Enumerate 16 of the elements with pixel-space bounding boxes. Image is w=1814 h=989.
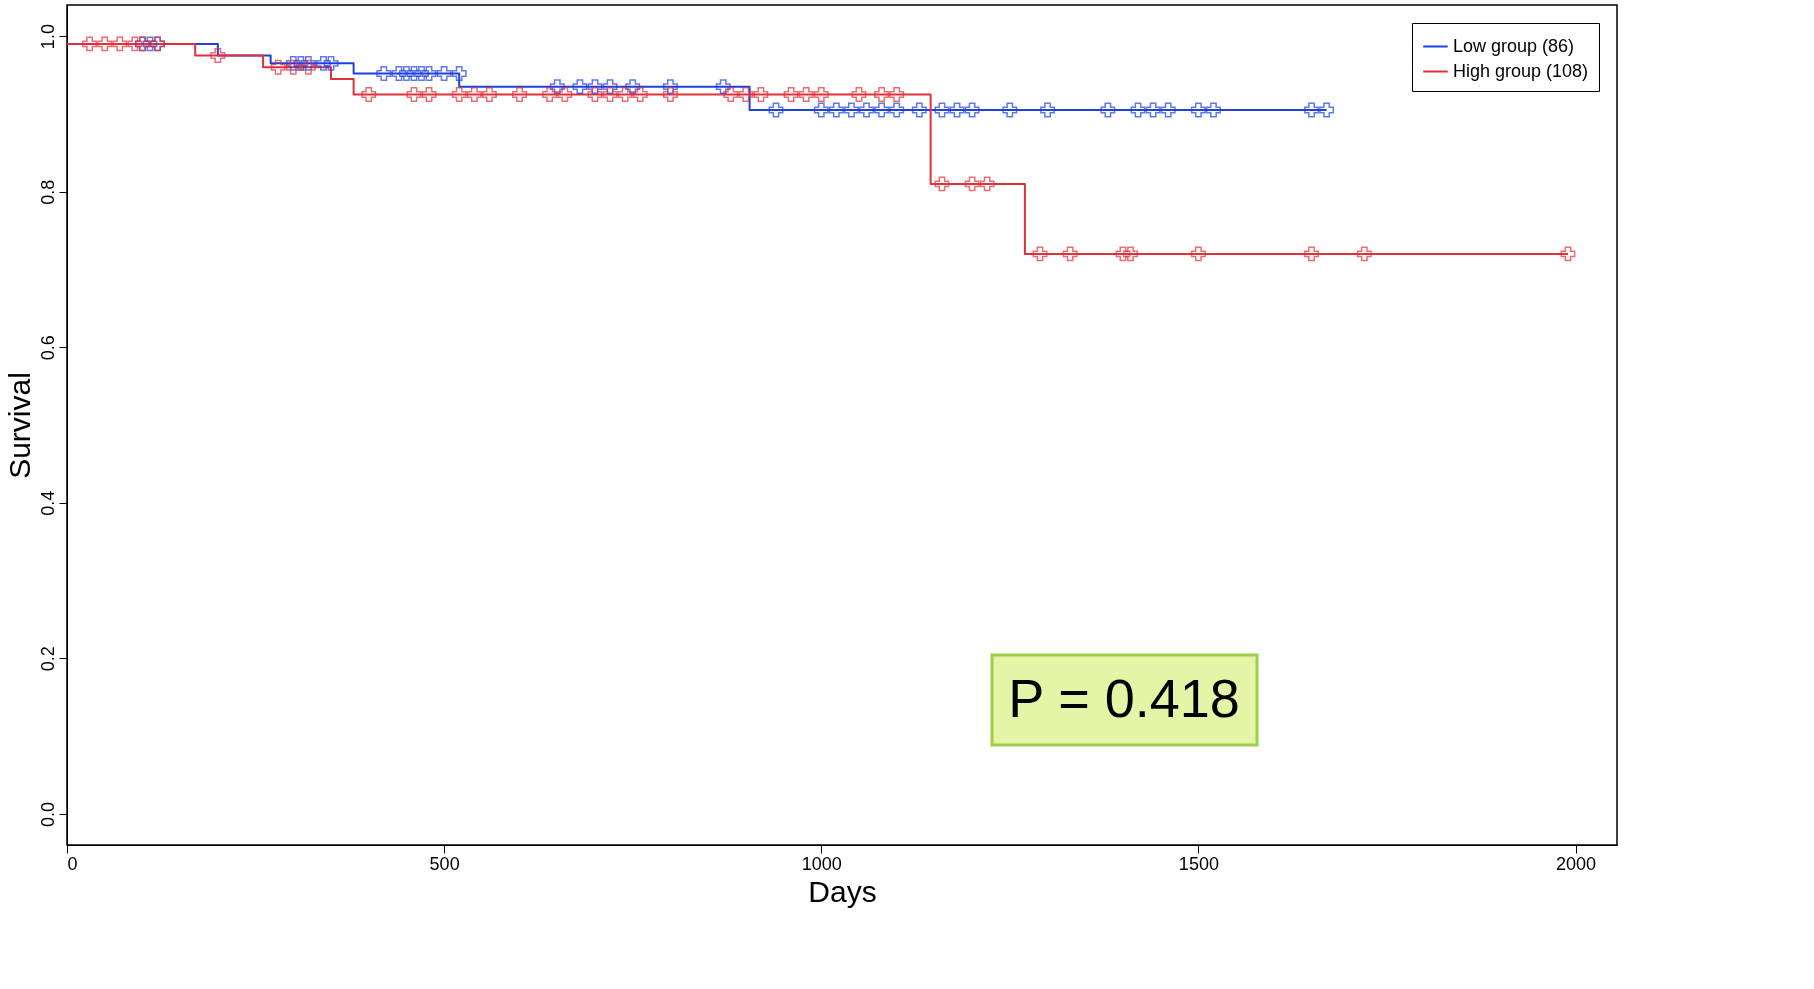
y-tick-label: 0.8 xyxy=(37,179,58,205)
y-tick-label: 0.2 xyxy=(37,646,58,672)
y-tick-label: 1.0 xyxy=(37,24,58,50)
y-tick-label: 0.4 xyxy=(37,490,58,516)
x-axis-title: Days xyxy=(808,874,877,908)
x-tick-label: 1500 xyxy=(1178,853,1219,874)
x-tick-label: 2000 xyxy=(1555,853,1597,874)
x-tick-label: 500 xyxy=(429,853,460,874)
y-axis-title: Survival xyxy=(2,372,36,479)
x-tick-label: 1000 xyxy=(801,853,842,874)
y-tick-label: 0.0 xyxy=(37,801,58,827)
annotation: P = 0.418 xyxy=(1008,668,1240,728)
x-tick-label: 0 xyxy=(67,853,78,874)
legend-label: Low group (86) xyxy=(1453,35,1575,56)
legend-label: High group (108) xyxy=(1453,60,1589,81)
y-tick-label: 0.6 xyxy=(37,335,58,361)
